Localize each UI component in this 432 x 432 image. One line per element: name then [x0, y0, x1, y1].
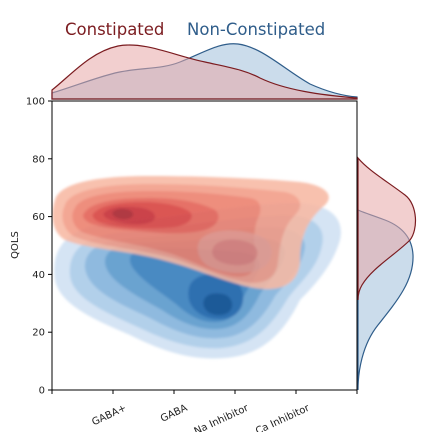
y-axis: 0 20 40 60 80 100 [26, 97, 52, 397]
x-tick-label-gaba: GABA [159, 403, 189, 425]
x-tick-label-na-inhibitor: Na Inhibitor [193, 402, 251, 432]
legend-non-constipated: Non-Constipated [187, 20, 325, 39]
y-tick-label-20: 20 [32, 328, 45, 339]
x-tick-label-gaba-: GABA+ [90, 403, 128, 428]
y-tick-label-100: 100 [26, 97, 45, 108]
y-tick-label-80: 80 [32, 154, 45, 165]
y-tick-label-40: 40 [32, 270, 45, 281]
y-tick-label-0: 0 [39, 386, 45, 397]
legend-constipated: Constipated [65, 20, 164, 39]
x-axis: GABA+ GABA Na Inhibitor Ca Inhibitor [52, 390, 357, 432]
y-tick-label-60: 60 [32, 212, 45, 223]
top-marginal [52, 44, 357, 99]
right-marginal [358, 158, 415, 390]
y-axis-label: QOLS [10, 231, 21, 259]
kde-density [52, 176, 340, 358]
x-tick-label-ca-inhibitor: Ca Inhibitor [254, 402, 312, 432]
